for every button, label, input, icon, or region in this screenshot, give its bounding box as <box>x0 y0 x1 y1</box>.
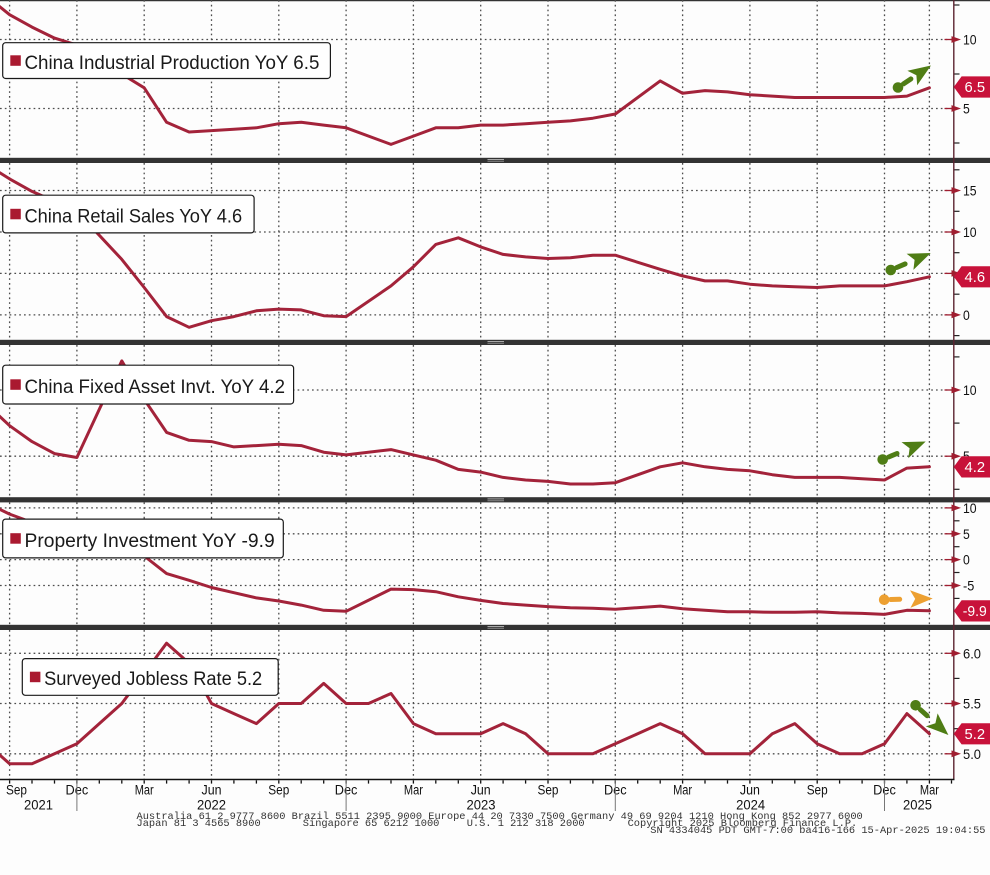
svg-text:Japan 81 3 4565 8900: Japan 81 3 4565 8900 <box>137 818 261 830</box>
svg-text:4.6: 4.6 <box>965 269 986 286</box>
svg-text:6.5: 6.5 <box>965 79 986 96</box>
svg-text:10: 10 <box>963 224 977 240</box>
svg-text:2021: 2021 <box>24 798 53 813</box>
svg-text:Jun: Jun <box>740 783 760 798</box>
svg-text:Sep: Sep <box>807 783 828 798</box>
svg-text:Mar: Mar <box>920 783 939 798</box>
svg-text:China Fixed Asset Invt. YoY 4.: China Fixed Asset Invt. YoY 4.2 <box>25 377 286 398</box>
svg-text:Sep: Sep <box>6 783 27 798</box>
svg-text:Mar: Mar <box>135 783 154 798</box>
svg-text:Mar: Mar <box>404 783 423 798</box>
svg-text:Jun: Jun <box>471 783 491 798</box>
svg-text:4.2: 4.2 <box>965 459 986 476</box>
svg-text:10: 10 <box>963 382 977 398</box>
svg-text:6.0: 6.0 <box>963 645 981 661</box>
svg-text:Jun: Jun <box>202 783 222 798</box>
svg-text:Mar: Mar <box>673 783 692 798</box>
svg-text:0: 0 <box>963 307 970 323</box>
svg-text:Sep: Sep <box>268 783 289 798</box>
svg-text:15: 15 <box>963 183 977 199</box>
svg-text:Surveyed Jobless Rate 5.2: Surveyed Jobless Rate 5.2 <box>44 669 262 690</box>
svg-text:Property Investment YoY -9.9: Property Investment YoY -9.9 <box>25 531 275 552</box>
svg-text:Singapore 65 6212 1000: Singapore 65 6212 1000 <box>303 818 440 830</box>
svg-text:2025: 2025 <box>903 798 932 813</box>
svg-text:Sep: Sep <box>538 783 559 798</box>
svg-text:10: 10 <box>963 32 977 48</box>
svg-text:U.S. 1 212 318 2000: U.S. 1 212 318 2000 <box>467 818 585 830</box>
svg-text:China Industrial Production Yo: China Industrial Production YoY 6.5 <box>25 53 320 74</box>
svg-text:5: 5 <box>963 526 970 542</box>
svg-text:0: 0 <box>963 552 970 568</box>
svg-text:-5: -5 <box>963 578 974 594</box>
svg-text:5.2: 5.2 <box>965 726 986 743</box>
svg-text:5.5: 5.5 <box>963 696 981 712</box>
svg-text:China Retail Sales YoY 4.6: China Retail Sales YoY 4.6 <box>25 206 243 227</box>
svg-text:5: 5 <box>963 101 970 117</box>
svg-text:-9.9: -9.9 <box>963 603 987 620</box>
svg-text:10: 10 <box>963 500 977 516</box>
svg-text:SN 4334045 PDT GMT-7:00 ba416: SN 4334045 PDT GMT-7:00 ba416-166 15-Apr… <box>650 825 985 837</box>
svg-text:5.0: 5.0 <box>963 746 981 762</box>
